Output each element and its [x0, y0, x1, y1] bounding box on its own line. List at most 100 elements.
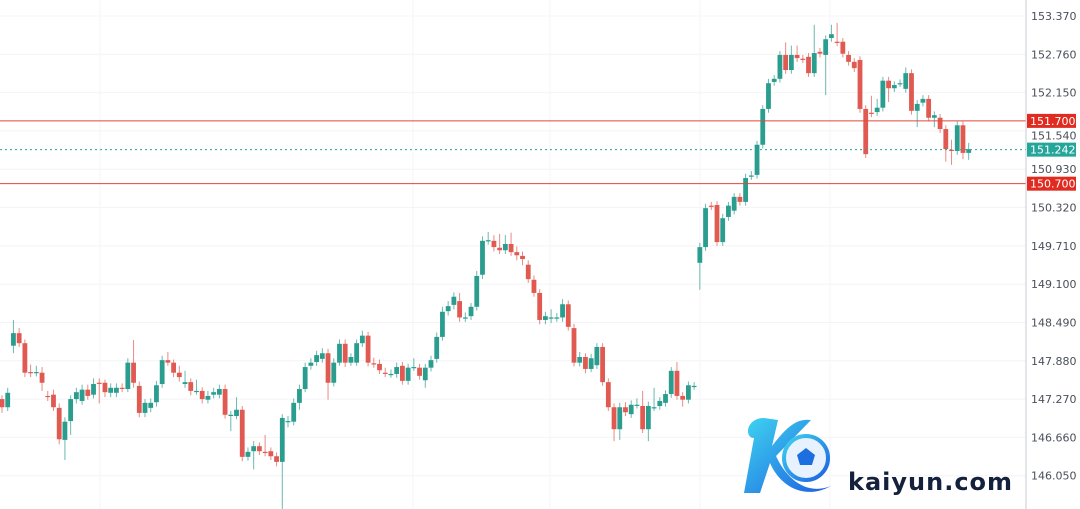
candle [417, 363, 422, 380]
candle-body [817, 51, 823, 54]
candle-body [394, 367, 400, 374]
candle-body [371, 363, 377, 365]
candle-body [565, 304, 571, 327]
candle-body [474, 275, 480, 307]
candle [531, 275, 537, 297]
candle [691, 382, 697, 390]
candle-body [783, 54, 789, 71]
candle-body [588, 358, 594, 369]
candle-body [337, 343, 342, 363]
candle [703, 203, 708, 251]
candle-body [628, 404, 634, 415]
candle [102, 379, 108, 398]
candle-body [708, 205, 714, 207]
candle [605, 378, 611, 412]
candle-body [886, 80, 891, 89]
candle-body [400, 365, 405, 381]
candle-body [51, 394, 56, 408]
candle-body [119, 387, 125, 389]
candle-body [445, 306, 451, 312]
candle [297, 384, 302, 410]
candle [39, 367, 45, 391]
candle-body [548, 317, 554, 319]
candle-body [274, 456, 279, 462]
candle-body [491, 240, 497, 248]
candle [857, 56, 863, 113]
candle-body [537, 292, 543, 320]
candle [302, 362, 308, 393]
candle-body [611, 407, 617, 430]
candle [337, 339, 342, 366]
candle [497, 233, 503, 255]
candle [783, 42, 789, 74]
candle [68, 395, 74, 435]
candle [554, 313, 560, 322]
candle-body [39, 372, 45, 383]
candle [176, 365, 182, 382]
candle-body [754, 144, 760, 175]
candle [319, 348, 325, 363]
candle [766, 78, 771, 113]
y-tick-label: 147.270 [1031, 393, 1077, 406]
candle-body [342, 343, 348, 363]
candle-body [508, 243, 514, 253]
candle [359, 330, 365, 347]
candle [148, 398, 154, 413]
candle-body [617, 407, 623, 430]
candle-body [268, 451, 274, 457]
candle [251, 441, 257, 470]
candle-body [497, 247, 503, 251]
y-tick-label: 147.880 [1031, 355, 1077, 368]
candle [674, 362, 680, 400]
logo-english-text: kaiyun.com [848, 468, 1014, 496]
candle-body [148, 402, 154, 408]
candle-body [314, 355, 319, 363]
candle [617, 402, 623, 440]
kaiyun-logo-watermark: kaiyun.com [736, 408, 1021, 508]
price-badges: 151.700 150.700 151.242 [1027, 113, 1076, 191]
candle-body [966, 149, 972, 153]
y-tick-label: 150.930 [1031, 163, 1077, 176]
candle-body [91, 384, 96, 395]
candle [411, 358, 417, 371]
candle-body [136, 385, 142, 413]
candle-body [405, 367, 411, 381]
candle-body [262, 451, 268, 454]
candle [285, 416, 291, 428]
candle-body [354, 343, 360, 363]
candle-body [108, 387, 114, 393]
candle [211, 387, 217, 399]
candle [520, 251, 525, 266]
candle-body [760, 108, 766, 145]
candle [851, 58, 857, 72]
candle-body [440, 311, 445, 337]
candle [159, 355, 165, 388]
candle-body [657, 400, 663, 406]
candle [188, 378, 194, 396]
candle [182, 370, 188, 388]
candle-body [623, 407, 628, 413]
candle-body [554, 317, 560, 319]
last-price-label: 151.242 [1030, 144, 1076, 157]
candle [628, 400, 634, 418]
candle [440, 306, 445, 341]
candle [136, 381, 142, 418]
candle-body [691, 385, 697, 388]
candle [165, 351, 171, 366]
candle-body [291, 402, 297, 422]
candle [657, 397, 663, 410]
candle [33, 365, 39, 377]
candle [514, 246, 520, 261]
candle-body [22, 343, 28, 373]
candle [262, 434, 268, 457]
candle [794, 45, 800, 62]
candle-body [457, 301, 462, 318]
candle [777, 51, 783, 83]
candle-body [829, 34, 834, 38]
candle [16, 328, 22, 347]
candle-body [577, 357, 583, 363]
candle [502, 235, 508, 255]
candle-body [485, 240, 491, 242]
candle-body [165, 360, 171, 363]
